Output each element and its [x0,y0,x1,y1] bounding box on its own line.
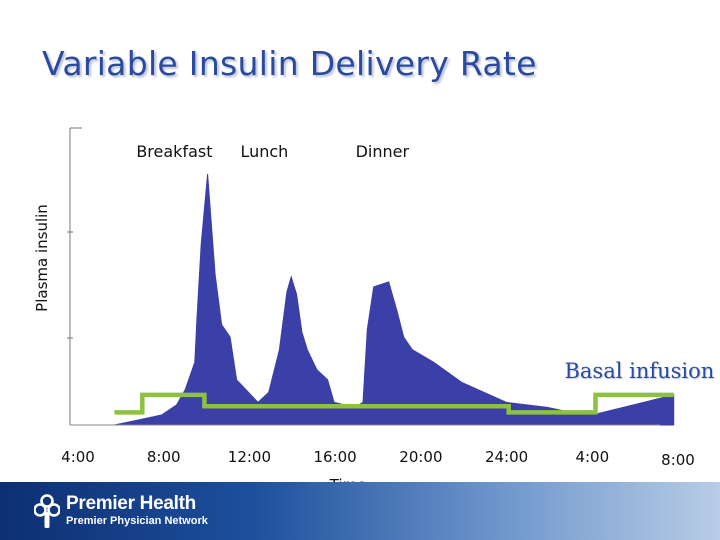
meal-label-lunch: Lunch [240,142,288,161]
basal-infusion-line [114,392,674,415]
footer-banner: Premier Health Premier Physician Network [0,482,720,540]
x-axis-title: Time [329,476,367,482]
x-tick-label-7: 8:00 [661,451,695,469]
brand-name: Premier Health [66,493,196,514]
x-tick-label-2: 12:00 [228,448,271,466]
brand-subtitle: Premier Physician Network [66,515,208,527]
x-tick-label-4: 20:00 [399,448,442,466]
page-title: Variable Insulin Delivery Rate [42,44,537,83]
premier-health-logo-icon [34,494,60,528]
meal-label-breakfast: Breakfast [136,142,212,161]
y-axis-title: Plasma insulin [33,204,51,312]
plasma-insulin-area [114,173,675,426]
basal-infusion-label: Basal infusion [564,359,714,383]
insulin-chart: 4:00 8:00 12:00 16:00 20:00 24:00 4:00 8:00 Time… [33,127,714,482]
x-tick-label-3: 16:00 [313,448,356,466]
x-tick-label-5: 24:00 [485,448,528,466]
meal-label-dinner: Dinner [356,142,410,161]
x-tick-label-1: 8:00 [147,448,181,466]
x-tick-label-0: 4:00 [61,448,95,466]
x-tick-label-6: 4:00 [575,448,609,466]
